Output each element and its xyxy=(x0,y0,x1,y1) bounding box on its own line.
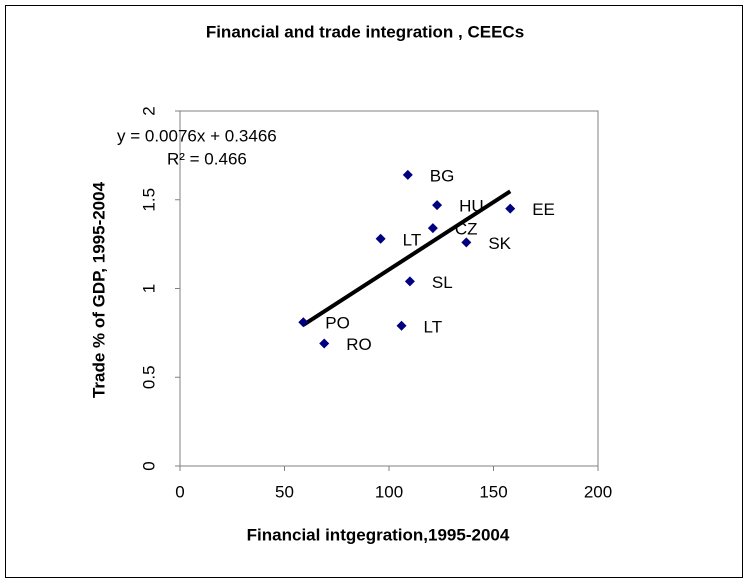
y-axis-title: Trade % of GDP, 1995-2004 xyxy=(89,181,108,398)
y-tick-label: 1 xyxy=(139,284,158,293)
chart-border xyxy=(5,5,743,578)
trend-r2: R² = 0.466 xyxy=(167,149,247,168)
point-label: LT xyxy=(424,317,443,336)
y-tick-label: 0.5 xyxy=(139,365,158,389)
point xyxy=(404,276,415,287)
y-tick-label: 2 xyxy=(139,106,158,115)
point xyxy=(402,169,413,180)
trend-equation: y = 0.0076x + 0.3466 xyxy=(117,126,277,145)
point-label: LT xyxy=(403,230,422,249)
x-tick-label: 0 xyxy=(175,482,184,501)
y-tick-label: 1.5 xyxy=(139,188,158,212)
point xyxy=(505,203,516,214)
point xyxy=(375,233,386,244)
point xyxy=(319,338,330,349)
point-label: CZ xyxy=(455,220,478,239)
x-tick-label: 200 xyxy=(584,482,612,501)
x-tick-label: 50 xyxy=(275,482,294,501)
x-axis-title: Financial intgegration,1995-2004 xyxy=(247,525,510,544)
x-tick-label: 150 xyxy=(479,482,507,501)
point xyxy=(432,200,443,211)
point-label: RO xyxy=(346,335,372,354)
trendline xyxy=(302,189,512,327)
point-label: SL xyxy=(432,273,453,292)
y-tick-label: 0 xyxy=(139,461,158,470)
point-label: BG xyxy=(430,166,455,185)
point xyxy=(298,317,309,328)
point xyxy=(427,223,438,234)
point xyxy=(461,237,472,248)
point-label: HU xyxy=(459,197,484,216)
point-label: PO xyxy=(325,314,350,333)
point-label: EE xyxy=(532,200,555,219)
chart-title: Financial and trade integration , CEECs xyxy=(206,22,524,41)
x-tick-label: 100 xyxy=(375,482,403,501)
point-label: SK xyxy=(488,234,511,253)
point xyxy=(396,320,407,331)
